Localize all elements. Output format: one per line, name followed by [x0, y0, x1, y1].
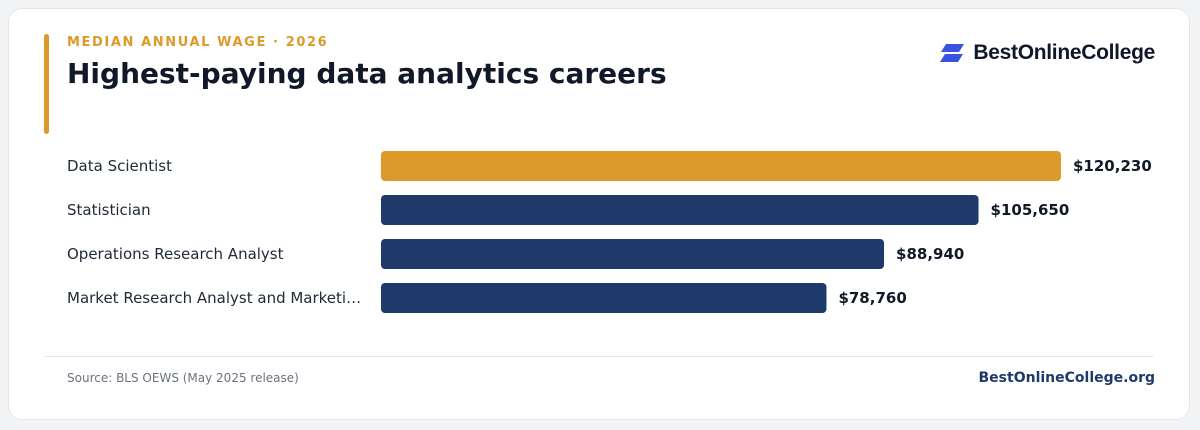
bar-chart: Data Scientist $120,230 Statistician $105,6…	[67, 151, 1152, 313]
source-note: Source: BLS OEWS (May 2025 release)	[67, 371, 299, 385]
footer-divider	[44, 356, 1154, 357]
category-label: Operations Research Analyst	[67, 245, 284, 263]
brand-name: BestOnlineCollege	[973, 41, 1155, 64]
accent-bar	[44, 34, 49, 134]
eyebrow-label: MEDIAN ANNUAL WAGE · 2026	[67, 35, 329, 50]
category-label: Market Research Analyst and Marketi…	[67, 289, 361, 307]
value-label: $78,760	[838, 289, 906, 307]
chart-card: MEDIAN ANNUAL WAGE · 2026 Highest-paying…	[8, 8, 1190, 420]
value-label: $120,230	[1073, 157, 1152, 175]
chart-title: Highest-paying data analytics careers	[67, 57, 667, 90]
brand-logo[interactable]: BestOnlineCollege	[939, 41, 1155, 65]
bar[interactable]	[381, 239, 885, 269]
value-label: $88,940	[896, 245, 964, 263]
site-link[interactable]: BestOnlineCollege.org	[978, 370, 1155, 386]
bar[interactable]	[381, 151, 1061, 181]
value-label: $105,650	[991, 201, 1070, 219]
category-label: Data Scientist	[67, 157, 172, 175]
bar[interactable]	[381, 195, 979, 225]
category-label: Statistician	[67, 201, 151, 219]
logo-parallelogram-icon	[940, 44, 965, 62]
bar[interactable]	[381, 283, 827, 313]
